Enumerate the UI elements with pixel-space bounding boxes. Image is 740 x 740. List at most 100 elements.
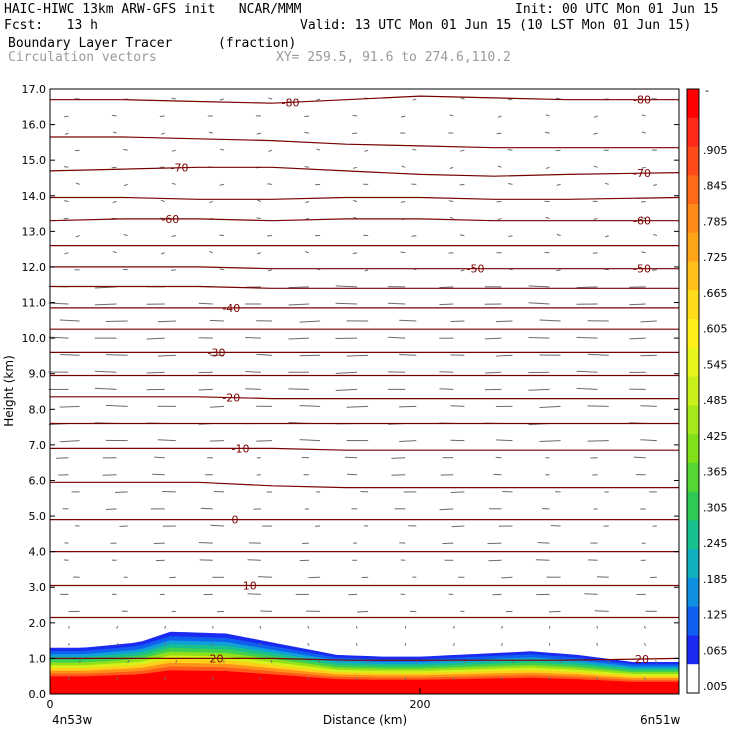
- wind-vector: [219, 98, 225, 101]
- wind-vector: [157, 320, 176, 323]
- contour-label: 20: [210, 652, 224, 665]
- wind-vector: [388, 336, 406, 339]
- wind-vector: [146, 337, 165, 340]
- wind-vector: [593, 115, 598, 118]
- wind-vector: [528, 388, 550, 391]
- wind-vector: [401, 165, 406, 168]
- wind-vector: [157, 354, 176, 357]
- colorbar-label: .785: [703, 216, 728, 229]
- wind-vector: [643, 625, 647, 629]
- wind-vector: [159, 115, 165, 117]
- wind-vector: [640, 201, 646, 203]
- wind-vector: [400, 251, 406, 254]
- wind-vector: [346, 354, 369, 357]
- wind-vector: [640, 405, 657, 407]
- y-tick-label: 11.0: [22, 297, 47, 310]
- wind-vector: [556, 183, 561, 186]
- wind-vector: [59, 354, 80, 356]
- wind-vector: [391, 474, 406, 476]
- y-tick-label: 10.0: [22, 332, 47, 345]
- wind-vector: [508, 235, 513, 238]
- wind-vector: [288, 303, 310, 306]
- wind-vector: [304, 115, 310, 118]
- colorbar-swatch: [687, 89, 699, 119]
- wind-vector: [439, 371, 454, 373]
- wind-vector: [307, 642, 310, 646]
- contour-label: -10: [232, 442, 250, 455]
- wind-vector: [123, 183, 128, 187]
- wind-vector: [171, 235, 176, 237]
- temperature-contour: [50, 396, 679, 400]
- wind-vector: [127, 660, 130, 663]
- wind-vector: [539, 319, 561, 322]
- wind-vector: [346, 405, 369, 408]
- wind-vector: [116, 677, 119, 681]
- colorbar-swatch: [687, 376, 699, 406]
- wind-vector: [537, 542, 550, 544]
- wind-vector: [484, 371, 502, 374]
- temperature-contour: [50, 481, 679, 489]
- wind-vector: [596, 625, 599, 629]
- wind-vector: [160, 132, 165, 135]
- plot-frame: [49, 88, 680, 695]
- temperature-contour: [49, 218, 679, 222]
- wind-vector: [508, 98, 513, 101]
- wind-vector: [209, 251, 213, 254]
- colorbar-swatch: [687, 319, 699, 349]
- wind-vector: [316, 98, 321, 101]
- y-tick-label: 2.0: [29, 617, 47, 630]
- axes: 0.0 1.0 2.0 3.0 4.0 5.0 6.0 7.0 8.0 9.0 10.0 11.0 12…: [22, 83, 679, 711]
- wind-vector: [449, 114, 454, 117]
- cross-section-endpoints: XY= 259.5, 91.6 to 274.6,110.2: [276, 50, 511, 65]
- colorbar-label: .065: [703, 644, 728, 657]
- wind-vector: [587, 440, 609, 442]
- wind-vector: [593, 165, 598, 168]
- y-tick-label: 17.0: [22, 83, 47, 96]
- wind-vector: [355, 643, 358, 646]
- wind-vector: [452, 642, 456, 646]
- contour-label: -30: [208, 346, 226, 359]
- wind-vector: [304, 251, 310, 254]
- colorbar-label: .605: [703, 323, 728, 336]
- wind-vector: [316, 148, 321, 151]
- y-tick-label: 4.0: [29, 546, 47, 559]
- wind-vector: [548, 610, 561, 613]
- wind-vector: [247, 593, 261, 595]
- wind-vector: [592, 252, 598, 254]
- colorbar-swatch: [687, 117, 699, 148]
- wind-vector: [496, 439, 513, 442]
- wind-vector: [256, 217, 261, 219]
- wind-vector: [299, 320, 321, 323]
- wind-vector: [439, 286, 454, 289]
- wind-vector: [587, 353, 609, 356]
- wind-vector: [500, 677, 504, 681]
- wind-vector: [288, 337, 310, 340]
- wind-vector: [556, 269, 561, 272]
- wind-vector: [160, 199, 165, 202]
- colorbar-label: .185: [703, 573, 728, 586]
- wind-vector: [641, 114, 646, 117]
- wind-vector: [105, 320, 128, 322]
- wind-vector: [75, 235, 80, 238]
- wind-vector: [364, 269, 369, 272]
- wind-vector: [307, 625, 310, 629]
- wind-vector: [399, 319, 417, 322]
- contour-label: 20: [635, 653, 649, 666]
- wind-vector: [335, 285, 358, 288]
- wind-vector: [152, 473, 165, 476]
- wind-vector: [79, 660, 81, 663]
- wind-vector: [449, 216, 454, 219]
- contour-label: -50: [633, 263, 651, 276]
- wind-vector: [439, 303, 454, 306]
- forecast-hour: Fcst: 13 h: [4, 18, 98, 33]
- wind-vector: [112, 131, 117, 134]
- wind-vector: [448, 200, 454, 202]
- wind-vector: [48, 302, 69, 305]
- wind-vector: [208, 131, 213, 134]
- temperature-contour: [50, 136, 679, 149]
- y-tick-label: 12.0: [22, 261, 47, 274]
- colorbar-swatch: [687, 175, 699, 205]
- wind-vector: [94, 303, 117, 306]
- y-tick-label: 16.0: [22, 119, 47, 132]
- y-tick-label: 1.0: [29, 652, 47, 665]
